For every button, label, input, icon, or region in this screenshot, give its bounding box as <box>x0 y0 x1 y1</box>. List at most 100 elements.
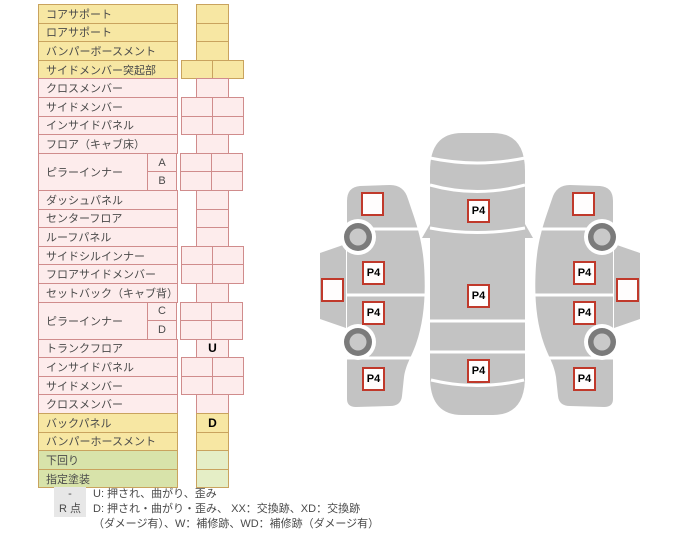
front-wheel <box>340 219 376 255</box>
damage-mark-right-side-front-door[interactable]: P4 <box>573 261 596 285</box>
table-row: ダッシュパネル <box>38 189 248 210</box>
damage-mark-top-trunk[interactable]: P4 <box>467 359 490 383</box>
damage-mark-empty-right-side-front-fender[interactable] <box>572 192 595 216</box>
grade-cell[interactable] <box>211 301 243 322</box>
grade-cell[interactable] <box>211 152 243 173</box>
grade-cells <box>181 41 248 61</box>
grade-cell[interactable] <box>211 171 243 191</box>
grade-cell-marked[interactable]: D <box>196 413 229 433</box>
legend-key-rpoint: R 点 <box>54 502 86 517</box>
grade-cell[interactable] <box>180 320 212 340</box>
legend: - U: 押され、曲がり、歪み R 点 D: 押され・曲がり・歪み、 XX：交換… <box>54 487 434 532</box>
grade-cells <box>180 171 247 191</box>
grade-cell[interactable] <box>181 115 213 136</box>
grade-cell[interactable] <box>196 41 229 61</box>
grade-cell[interactable] <box>180 171 212 191</box>
grade-cell[interactable] <box>196 4 229 24</box>
damage-mark-top-hood[interactable]: P4 <box>467 199 490 223</box>
part-label: バンパーボースメント <box>38 41 178 61</box>
grade-cell[interactable] <box>196 227 229 247</box>
grade-cell[interactable] <box>212 375 244 396</box>
damage-mark-left-side-rear-door[interactable]: P4 <box>362 301 385 325</box>
grade-cell[interactable] <box>196 189 229 210</box>
grade-cell[interactable] <box>196 450 229 470</box>
damage-mark-empty-left-side-front-fender[interactable] <box>361 192 384 216</box>
damage-mark-empty-left-side-sill[interactable] <box>321 278 344 302</box>
part-label: ルーフパネル <box>38 227 178 247</box>
damage-mark-left-side-rear-fender[interactable]: P4 <box>362 367 385 391</box>
grade-cell[interactable] <box>196 208 229 229</box>
grade-cell[interactable] <box>196 134 229 154</box>
grade-cell[interactable] <box>212 245 244 266</box>
grade-cells <box>181 431 248 452</box>
legend-line-1: - U: 押され、曲がり、歪み <box>54 487 434 502</box>
grade-cell[interactable] <box>212 115 244 136</box>
part-label: 下回り <box>38 450 178 470</box>
table-row: B <box>147 171 247 191</box>
table-row: D <box>147 320 247 340</box>
grade-cells <box>180 301 247 322</box>
grade-cell[interactable] <box>181 375 213 396</box>
car-diagram: P4 P4 P4 P4 P4 P4 P4 P4 P4 <box>300 125 692 425</box>
grade-cells <box>181 4 248 24</box>
part-label: コアサポート <box>38 4 178 24</box>
table-row: インサイドパネル <box>38 357 248 377</box>
table-row: 下回り <box>38 450 248 470</box>
table-row-group: ピラーインナー A B <box>38 152 248 191</box>
grade-cell[interactable] <box>181 264 213 284</box>
grade-cell[interactable] <box>196 78 229 98</box>
part-label: 指定塗装 <box>38 468 178 489</box>
pillar-section-label: D <box>147 320 177 340</box>
table-row: ロアサポート <box>38 22 248 43</box>
grade-cells <box>181 282 248 303</box>
grade-cell[interactable] <box>196 282 229 303</box>
grade-cell[interactable] <box>196 22 229 43</box>
part-label: ピラーインナー <box>38 152 148 191</box>
damage-mark-empty-right-side-sill[interactable] <box>616 278 639 302</box>
part-label: クロスメンバー <box>38 78 178 98</box>
table-row: センターフロア <box>38 208 248 229</box>
part-label: セットバック（キャブ背） <box>38 282 178 303</box>
grade-cells <box>181 59 248 80</box>
grade-cell[interactable] <box>196 468 229 489</box>
grade-cells <box>181 375 248 396</box>
grade-cell[interactable] <box>181 357 213 377</box>
grade-cells <box>181 245 248 266</box>
grade-cell[interactable] <box>181 245 213 266</box>
grade-cell[interactable] <box>181 59 213 80</box>
damage-mark-top-roof[interactable]: P4 <box>467 284 490 308</box>
grade-cell[interactable] <box>196 394 229 415</box>
grade-cells <box>181 357 248 377</box>
grade-cell[interactable] <box>180 152 212 173</box>
damage-mark-left-side-front-door[interactable]: P4 <box>362 261 385 285</box>
grade-cell[interactable] <box>211 320 243 340</box>
table-row: クロスメンバー <box>38 78 248 98</box>
table-row: サイドメンバー <box>38 96 248 117</box>
grade-cell[interactable] <box>212 264 244 284</box>
grade-cell-marked[interactable]: U <box>196 338 229 359</box>
top-view-car-shape <box>422 133 533 415</box>
damage-mark-right-side-rear-fender[interactable]: P4 <box>573 367 596 391</box>
grade-cell[interactable] <box>212 59 244 80</box>
part-label: サイドメンバー突起部 <box>38 59 178 80</box>
part-label: バンパーホースメント <box>38 431 178 452</box>
grade-cells <box>181 468 248 489</box>
grade-cells <box>181 96 248 117</box>
grade-cell[interactable] <box>196 431 229 452</box>
part-label: クロスメンバー <box>38 394 178 415</box>
pillar-section-label: B <box>147 171 177 191</box>
table-row: コアサポート <box>38 4 248 24</box>
grade-cell[interactable] <box>180 301 212 322</box>
grade-cells <box>181 394 248 415</box>
grade-cell[interactable] <box>212 357 244 377</box>
grade-cells: D <box>181 413 248 433</box>
table-row: インサイドパネル <box>38 115 248 136</box>
damage-mark-right-side-rear-door[interactable]: P4 <box>573 301 596 325</box>
table-row: ルーフパネル <box>38 227 248 247</box>
table-row: C <box>147 301 247 322</box>
part-label: サイドシルインナー <box>38 245 178 266</box>
grade-cell[interactable] <box>181 96 213 117</box>
grade-cell[interactable] <box>212 96 244 117</box>
